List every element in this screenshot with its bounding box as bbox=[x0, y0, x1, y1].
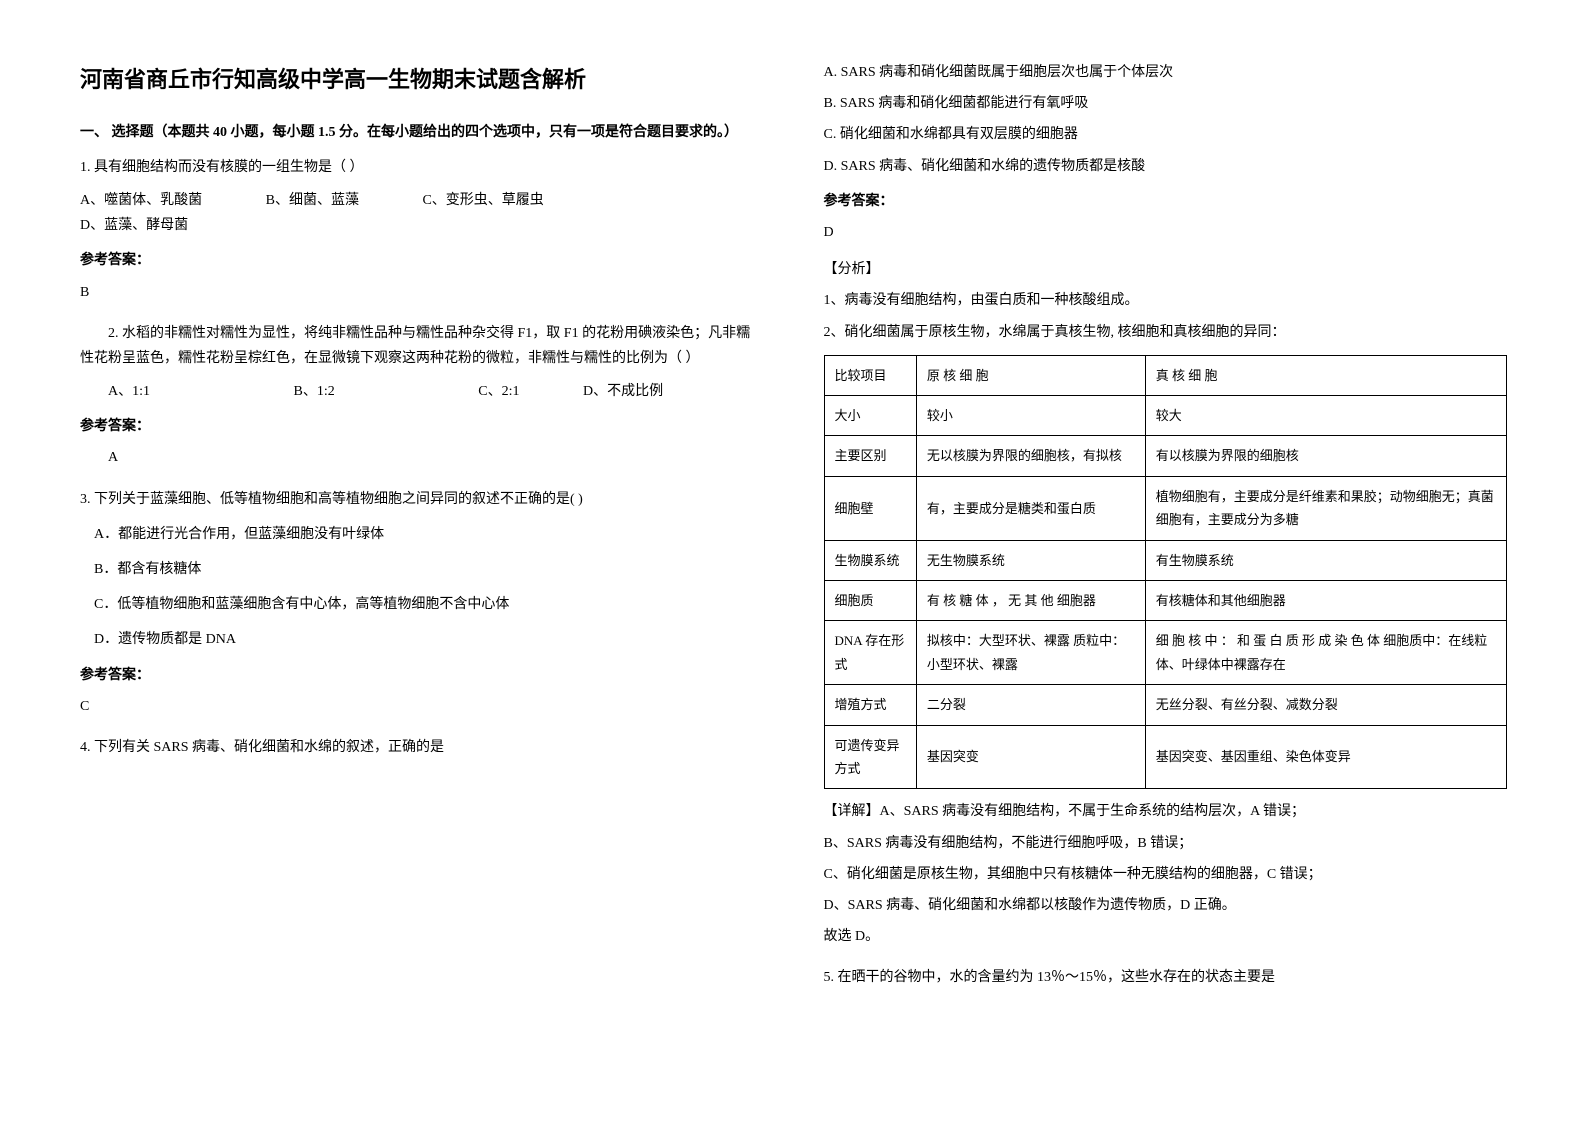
question-4-cont: A. SARS 病毒和硝化细菌既属于细胞层次也属于个体层次 B. SARS 病毒… bbox=[824, 60, 1508, 949]
table-cell: 细胞壁 bbox=[824, 476, 916, 540]
question-text: 5. 在晒干的谷物中，水的含量约为 13％～15％，这些水存在的状态主要是 bbox=[824, 965, 1508, 990]
left-column: 河南省商丘市行知高级中学高一生物期末试题含解析 一、 选择题（本题共 40 小题… bbox=[80, 60, 764, 1007]
table-cell: 主要区别 bbox=[824, 436, 916, 476]
question-options: A、噬菌体、乳酸菌 B、细菌、蓝藻 C、变形虫、草履虫 D、蓝藻、酵母菌 bbox=[80, 188, 764, 238]
detail-line: 【详解】A、SARS 病毒没有细胞结构，不属于生命系统的结构层次，A 错误； bbox=[824, 799, 1508, 824]
analysis-line: 1、病毒没有细胞结构，由蛋白质和一种核酸组成。 bbox=[824, 288, 1508, 313]
table-cell: 无丝分裂、有丝分裂、减数分裂 bbox=[1145, 685, 1506, 725]
option-a: A、1:1 bbox=[108, 379, 150, 404]
table-row: 细胞壁 有，主要成分是糖类和蛋白质 植物细胞有，主要成分是纤维素和果胶；动物细胞… bbox=[824, 476, 1507, 540]
answer-label: 参考答案： bbox=[80, 414, 764, 439]
table-cell: 真 核 细 胞 bbox=[1145, 355, 1506, 395]
analysis-line: 2、硝化细菌属于原核生物，水绵属于真核生物, 核细胞和真核细胞的异同： bbox=[824, 320, 1508, 345]
answer-label: 参考答案： bbox=[80, 248, 764, 273]
option-c: C、变形虫、草履虫 bbox=[422, 188, 543, 213]
table-row: 增殖方式 二分裂 无丝分裂、有丝分裂、减数分裂 bbox=[824, 685, 1507, 725]
table-cell: 无以核膜为界限的细胞核，有拟核 bbox=[916, 436, 1145, 476]
option-d: D．遗传物质都是 DNA bbox=[94, 627, 764, 652]
table-cell: 增殖方式 bbox=[824, 685, 916, 725]
option-c: C．低等植物细胞和蓝藻细胞含有中心体，高等植物细胞不含中心体 bbox=[94, 592, 764, 617]
table-row: 主要区别 无以核膜为界限的细胞核，有拟核 有以核膜为界限的细胞核 bbox=[824, 436, 1507, 476]
option-d: D、蓝藻、酵母菌 bbox=[80, 213, 188, 238]
table-cell: 细胞质 bbox=[824, 581, 916, 621]
option-c: C. 硝化细菌和水绵都具有双层膜的细胞器 bbox=[824, 122, 1508, 147]
table-row: 比较项目 原 核 细 胞 真 核 细 胞 bbox=[824, 355, 1507, 395]
table-cell: 二分裂 bbox=[916, 685, 1145, 725]
option-b: B．都含有核糖体 bbox=[94, 557, 764, 582]
table-cell: 有以核膜为界限的细胞核 bbox=[1145, 436, 1506, 476]
table-cell: DNA 存在形式 bbox=[824, 621, 916, 685]
question-text: 3. 下列关于蓝藻细胞、低等植物细胞和高等植物细胞之间异同的叙述不正确的是( ) bbox=[80, 487, 764, 512]
option-a: A. SARS 病毒和硝化细菌既属于细胞层次也属于个体层次 bbox=[824, 60, 1508, 85]
question-3: 3. 下列关于蓝藻细胞、低等植物细胞和高等植物细胞之间异同的叙述不正确的是( )… bbox=[80, 487, 764, 719]
table-cell: 较大 bbox=[1145, 396, 1506, 436]
table-cell: 植物细胞有，主要成分是纤维素和果胶；动物细胞无；真菌细胞有，主要成分为多糖 bbox=[1145, 476, 1506, 540]
question-text: 4. 下列有关 SARS 病毒、硝化细菌和水绵的叙述，正确的是 bbox=[80, 735, 764, 760]
table-cell: 原 核 细 胞 bbox=[916, 355, 1145, 395]
option-a: A．都能进行光合作用，但蓝藻细胞没有叶绿体 bbox=[94, 522, 764, 547]
table-cell: 比较项目 bbox=[824, 355, 916, 395]
option-b: B、细菌、蓝藻 bbox=[266, 188, 359, 213]
table-cell: 有核糖体和其他细胞器 bbox=[1145, 581, 1506, 621]
table-cell: 有 核 糖 体 ， 无 其 他 细胞器 bbox=[916, 581, 1145, 621]
table-cell: 生物膜系统 bbox=[824, 540, 916, 580]
table-row: DNA 存在形式 拟核中：大型环状、裸露 质粒中：小型环状、裸露 细 胞 核 中… bbox=[824, 621, 1507, 685]
question-4-start: 4. 下列有关 SARS 病毒、硝化细菌和水绵的叙述，正确的是 bbox=[80, 735, 764, 760]
comparison-table: 比较项目 原 核 细 胞 真 核 细 胞 大小 较小 较大 主要区别 无以核膜为… bbox=[824, 355, 1508, 790]
table-row: 细胞质 有 核 糖 体 ， 无 其 他 细胞器 有核糖体和其他细胞器 bbox=[824, 581, 1507, 621]
question-text: 1. 具有细胞结构而没有核膜的一组生物是（ ） bbox=[80, 155, 764, 180]
table-cell: 拟核中：大型环状、裸露 质粒中：小型环状、裸露 bbox=[916, 621, 1145, 685]
conclusion: 故选 D。 bbox=[824, 924, 1508, 949]
table-cell: 基因突变 bbox=[916, 725, 1145, 789]
question-1: 1. 具有细胞结构而没有核膜的一组生物是（ ） A、噬菌体、乳酸菌 B、细菌、蓝… bbox=[80, 155, 764, 305]
detail-line: C、硝化细菌是原核生物，其细胞中只有核糖体一种无膜结构的细胞器，C 错误； bbox=[824, 862, 1508, 887]
answer-value: A bbox=[80, 445, 764, 470]
table-cell: 有生物膜系统 bbox=[1145, 540, 1506, 580]
answer-value: B bbox=[80, 280, 764, 305]
answer-label: 参考答案： bbox=[80, 663, 764, 688]
table-cell: 较小 bbox=[916, 396, 1145, 436]
question-5: 5. 在晒干的谷物中，水的含量约为 13％～15％，这些水存在的状态主要是 bbox=[824, 965, 1508, 990]
table-row: 生物膜系统 无生物膜系统 有生物膜系统 bbox=[824, 540, 1507, 580]
answer-value: C bbox=[80, 694, 764, 719]
option-d: D、不成比例 bbox=[583, 379, 663, 404]
option-b: B. SARS 病毒和硝化细菌都能进行有氧呼吸 bbox=[824, 91, 1508, 116]
table-cell: 细 胞 核 中 ： 和 蛋 白 质 形 成 染 色 体 细胞质中：在线粒体、叶绿… bbox=[1145, 621, 1506, 685]
table-row: 大小 较小 较大 bbox=[824, 396, 1507, 436]
table-row: 可遗传变异方式 基因突变 基因突变、基因重组、染色体变异 bbox=[824, 725, 1507, 789]
question-text: 2. 水稻的非糯性对糯性为显性，将纯非糯性品种与糯性品种杂交得 F1，取 F1 … bbox=[80, 321, 764, 371]
detail-line: D、SARS 病毒、硝化细菌和水绵都以核酸作为遗传物质，D 正确。 bbox=[824, 893, 1508, 918]
right-column: A. SARS 病毒和硝化细菌既属于细胞层次也属于个体层次 B. SARS 病毒… bbox=[824, 60, 1508, 1007]
option-b: B、1:2 bbox=[294, 379, 335, 404]
answer-label: 参考答案： bbox=[824, 189, 1508, 214]
table-cell: 无生物膜系统 bbox=[916, 540, 1145, 580]
detail-line: B、SARS 病毒没有细胞结构，不能进行细胞呼吸，B 错误； bbox=[824, 831, 1508, 856]
page-title: 河南省商丘市行知高级中学高一生物期末试题含解析 bbox=[80, 60, 764, 100]
table-cell: 可遗传变异方式 bbox=[824, 725, 916, 789]
option-c: C、2:1 bbox=[478, 379, 519, 404]
question-options: A、1:1 B、1:2 C、2:1 D、不成比例 bbox=[80, 379, 764, 404]
question-options: A．都能进行光合作用，但蓝藻细胞没有叶绿体 B．都含有核糖体 C．低等植物细胞和… bbox=[80, 522, 764, 653]
table-cell: 基因突变、基因重组、染色体变异 bbox=[1145, 725, 1506, 789]
answer-value: D bbox=[824, 220, 1508, 245]
question-2: 2. 水稻的非糯性对糯性为显性，将纯非糯性品种与糯性品种杂交得 F1，取 F1 … bbox=[80, 321, 764, 471]
table-cell: 有，主要成分是糖类和蛋白质 bbox=[916, 476, 1145, 540]
section-header: 一、 选择题（本题共 40 小题，每小题 1.5 分。在每小题给出的四个选项中，… bbox=[80, 120, 764, 145]
option-a: A、噬菌体、乳酸菌 bbox=[80, 188, 202, 213]
question-options: A. SARS 病毒和硝化细菌既属于细胞层次也属于个体层次 B. SARS 病毒… bbox=[824, 60, 1508, 179]
option-d: D. SARS 病毒、硝化细菌和水绵的遗传物质都是核酸 bbox=[824, 154, 1508, 179]
analysis-label: 【分析】 bbox=[824, 257, 1508, 282]
table-cell: 大小 bbox=[824, 396, 916, 436]
